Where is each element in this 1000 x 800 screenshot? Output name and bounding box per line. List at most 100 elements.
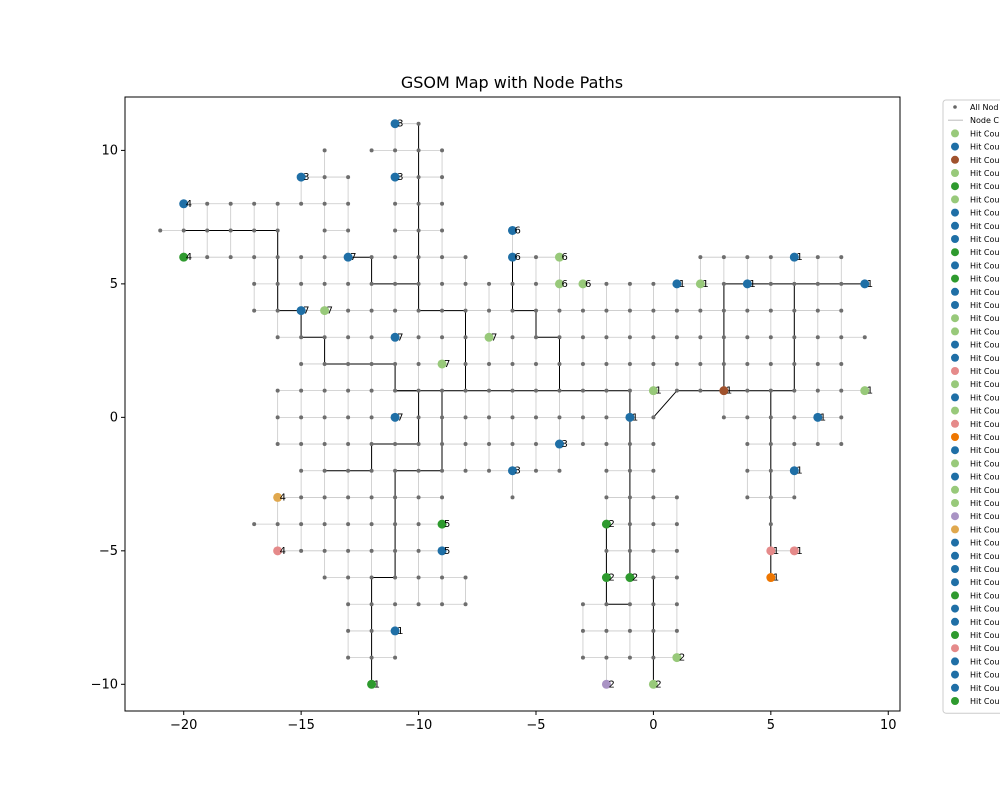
grid-node [533,388,538,393]
grid-node [580,415,585,420]
y-axis: −10 −5 0 5 10 [91,143,125,692]
grid-node [580,655,585,660]
legend-marker [951,367,959,375]
x-tick-label: −15 [287,718,314,733]
grid-node [745,388,750,393]
grid-node [322,468,327,473]
grid-node [369,655,374,660]
hit-node [860,386,870,396]
grid-node [252,281,257,286]
grid-node [440,602,445,607]
legend-marker [951,195,959,204]
grid-node [792,281,797,286]
node-path [605,524,630,605]
hit-node [789,252,799,262]
grid-node [627,548,632,553]
grid-node [768,495,773,500]
grid-node [815,361,820,366]
grid-node [674,575,679,580]
hit-count-label: 4 [186,199,192,210]
grid-node [463,281,468,286]
hit-count-label: 2 [655,679,661,690]
grid-node [745,415,750,420]
hit-count-label: 6 [515,252,521,263]
x-tick-label: 5 [767,718,775,733]
grid-node [792,335,797,340]
grid-node [510,281,515,286]
grid-node [768,415,773,420]
grid-node [346,575,351,580]
hit-node [813,412,823,422]
grid-node [674,628,679,633]
grid-node [627,335,632,340]
legend-label: Hit Cou [970,473,999,482]
grid-node [393,468,398,473]
legend-marker [951,644,959,653]
grid-node [557,415,562,420]
hit-node [484,332,494,342]
hit-node [601,519,611,529]
hit-node [601,679,611,689]
grid-node [604,361,609,366]
grid-node [839,255,844,260]
grid-node [299,415,304,420]
grid-node [346,655,351,660]
grid-node [487,415,492,420]
grid-node [651,335,656,340]
grid-node [745,495,750,500]
grid-node [604,602,609,607]
legend-label: Hit Cou [970,169,999,178]
legend-marker [951,485,959,494]
legend-marker [951,261,959,270]
grid-node [252,522,257,527]
grid-node [792,388,797,393]
hit-count-label: 1 [655,386,661,397]
grid-node [698,335,703,340]
legend-marker [951,340,959,349]
legend-label: Hit Cou [970,525,999,534]
legend-label: Hit Cou [970,512,999,521]
hit-node [672,279,682,289]
grid-node [252,201,257,206]
grid-node [440,495,445,500]
hit-count-label: 1 [796,466,802,477]
grid-node [228,228,233,233]
grid-node [839,388,844,393]
hit-node [860,279,870,289]
hit-node [766,546,776,556]
grid-node [533,281,538,286]
grid-node [275,308,280,313]
node-paths [183,123,865,685]
grid-node [322,548,327,553]
grid-node [416,335,421,340]
grid-node [393,602,398,607]
hit-count-label: 1 [397,626,403,637]
grid-node [205,255,210,260]
grid-node [768,255,773,260]
x-tick-label: −10 [405,718,432,733]
grid-node [369,255,374,260]
hit-count-label: 2 [632,573,638,584]
hit-node [343,252,353,262]
hit-node [390,412,400,422]
hit-node [273,546,283,556]
hit-count-label: 6 [561,279,567,290]
legend-label: Hit Cou [970,605,999,614]
grid-node [651,575,656,580]
legend-label: Hit Cou [970,327,999,336]
grid-node [510,442,515,447]
hit-node [789,466,799,476]
hit-count-label: 7 [327,306,333,317]
node-path [653,283,865,418]
grid-node [393,548,398,553]
legend-marker [953,105,957,109]
grid-node [557,335,562,340]
grid-node [839,415,844,420]
grid-node [839,361,844,366]
grid-node [299,548,304,553]
hit-count-label: 1 [632,412,638,423]
legend-marker [951,380,959,389]
grid-node [604,442,609,447]
grid-node [440,175,445,180]
legend-marker [951,182,959,191]
